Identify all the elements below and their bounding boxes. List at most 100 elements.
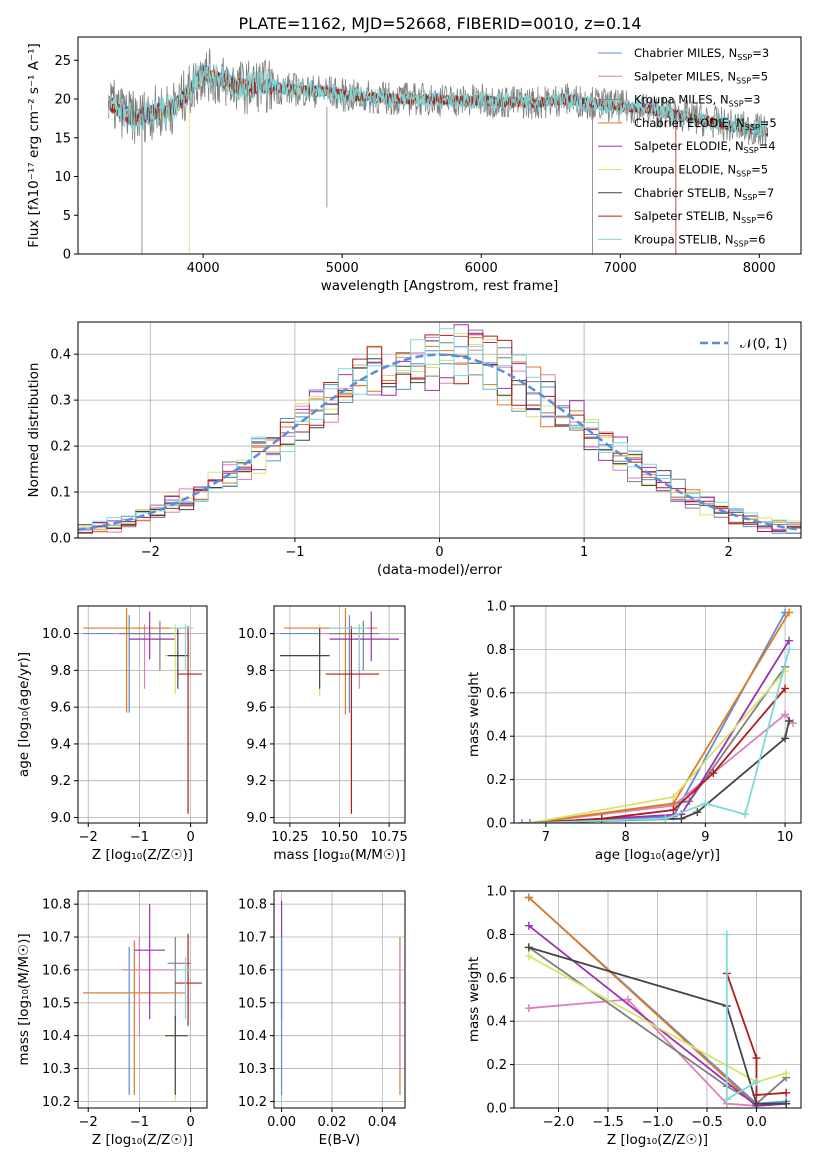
weight-marker [669, 792, 678, 801]
axes-frame [513, 890, 802, 1109]
x-tick-label: 9 [701, 830, 709, 845]
y-tick-label: 10.0 [238, 627, 267, 642]
y-tick-label: 0.6 [486, 686, 507, 701]
y-tick-label: 15 [54, 131, 71, 146]
x-tick-label: 10.50 [321, 830, 358, 845]
x-axis-label: Z [log₁₀(Z/Z☉)] [92, 1132, 193, 1148]
weight-marker [782, 1099, 791, 1108]
weight-marker [781, 734, 790, 743]
x-tick-label: 10.25 [271, 830, 308, 845]
x-tick-label: −2 [79, 1115, 98, 1130]
y-tick-label: 0.4 [486, 1015, 507, 1030]
axes-frame [273, 890, 406, 1109]
plot-area [83, 904, 202, 1102]
plot-area [83, 607, 202, 814]
weight-marker [524, 952, 533, 961]
x-tick-label: 4000 [187, 261, 220, 276]
weight-marker [785, 636, 794, 645]
y-tick-label: 9.4 [246, 737, 267, 752]
figure-title: PLATE=1162, MJD=52668, FIBERID=0010, z=0… [238, 14, 641, 33]
y-tick-label: 0.8 [486, 928, 507, 943]
y-tick-label: 9.8 [50, 664, 71, 679]
x-axis-label: wavelength [Angstrom, rest frame] [321, 278, 559, 294]
axes-frame [77, 890, 208, 1109]
weight-marker [741, 810, 750, 819]
y-tick-label: 10 [54, 170, 71, 185]
weight-marker [752, 1090, 761, 1099]
x-axis-label: E(B-V) [319, 1132, 361, 1148]
y-axis-label: mass weight [466, 957, 482, 1042]
y-tick-label: 1.0 [486, 885, 507, 900]
y-tick-label: 0.6 [486, 971, 507, 986]
x-tick-label: 10.75 [371, 830, 408, 845]
legend-label: 𝒩(0, 1) [740, 337, 787, 352]
weight-marker [677, 814, 686, 823]
y-tick-label: 20 [54, 93, 71, 108]
weight-marker [517, 819, 526, 823]
mass-weight-vs-age-panel: 7 8 9 10 0.0 0.2 0.4 0.6 0.8 1.0 age [log₁₀(age/yr… [466, 600, 802, 863]
y-tick-label: 0.2 [486, 1058, 507, 1073]
y-tick-label: 0.0 [486, 1102, 507, 1117]
weight-marker [785, 645, 794, 654]
legend-label: Chabrier STELIB, NSSP=7 [634, 186, 774, 202]
axes-frame [273, 605, 406, 824]
normal-curve [78, 353, 801, 532]
residual-histogram-panel: −2 −1 0 1 2 0.0 0.1 0.2 0.3 0.4 (data-model)/error… [26, 321, 802, 578]
y-tick-label: 10.5 [238, 996, 267, 1011]
x-axis-label: mass [log₁₀(M/M☉)] [273, 847, 405, 863]
weight-marker [524, 1004, 533, 1013]
axes-frame [77, 321, 802, 539]
y-tick-label: 0.0 [50, 532, 71, 547]
y-tick-label: 9.2 [246, 774, 267, 789]
y-tick-label: 0.1 [50, 486, 71, 501]
mass-weight-vs-metallicity-panel: −2.0 −1.5 −1.0 −0.5 0.0 0.0 0.2 0.4 0.6 0.8 1.0 Z [… [466, 885, 802, 1148]
x-tick-label: 0 [186, 830, 194, 845]
weight-line [521, 612, 786, 823]
x-tick-label: −0.5 [691, 1115, 723, 1130]
weight-marker [782, 1088, 791, 1097]
weight-marker [525, 819, 534, 823]
y-tick-label: 10.5 [42, 996, 71, 1011]
y-tick-label: 9.4 [50, 737, 71, 752]
y-tick-label: 10.2 [238, 1095, 267, 1110]
weight-marker [752, 1054, 761, 1063]
x-tick-label: 1 [580, 545, 588, 560]
y-tick-label: 10.4 [42, 1029, 71, 1044]
x-axis-label: Z [log₁₀(Z/Z☉)] [607, 1132, 708, 1148]
spectrum-panel: 4000 5000 6000 7000 8000 0 5 10 15 20 25 wavelength… [26, 36, 802, 294]
legend-label: Salpeter STELIB, NSSP=6 [634, 209, 773, 225]
y-tick-label: 5 [63, 209, 71, 224]
y-tick-label: 10.6 [238, 963, 267, 978]
x-tick-label: 0.0 [746, 1115, 767, 1130]
weight-marker [781, 710, 790, 719]
y-axis-label: Flux [fλ10⁻¹⁷ erg cm⁻² s⁻¹ A⁻¹] [26, 43, 42, 248]
x-axis-label: (data-model)/error [377, 562, 503, 578]
y-tick-label: 9.8 [246, 664, 267, 679]
x-tick-label: −1.5 [592, 1115, 624, 1130]
weight-marker [722, 1095, 731, 1104]
x-tick-label: 2 [725, 545, 733, 560]
x-tick-label: 8000 [743, 261, 776, 276]
x-tick-label: 5000 [326, 261, 359, 276]
y-tick-label: 10.7 [42, 931, 71, 946]
x-tick-label: 0.00 [267, 1115, 296, 1130]
y-tick-label: 9.0 [246, 811, 267, 826]
axes-frame [77, 36, 802, 255]
x-tick-label: 10 [777, 830, 794, 845]
legend-label: Chabrier MILES, NSSP=3 [634, 46, 769, 62]
x-tick-label: 6000 [465, 261, 498, 276]
y-tick-label: 10.7 [238, 931, 267, 946]
axes-frame [513, 605, 802, 824]
weight-marker [524, 921, 533, 930]
x-axis-label: age [log₁₀(age/yr)] [595, 847, 720, 863]
x-tick-label: −2 [79, 830, 98, 845]
y-tick-label: 10.2 [42, 1095, 71, 1110]
plot-area [108, 48, 768, 254]
y-axis-label: age [log₁₀(age/yr)] [16, 652, 32, 777]
y-tick-label: 10.4 [238, 1029, 267, 1044]
x-tick-label: −1.0 [642, 1115, 674, 1130]
x-tick-label: −2 [141, 545, 160, 560]
weight-marker [669, 805, 678, 814]
legend-label: Chabrier ELODIE, NSSP=5 [634, 116, 777, 132]
x-tick-label: 0 [186, 1115, 194, 1130]
